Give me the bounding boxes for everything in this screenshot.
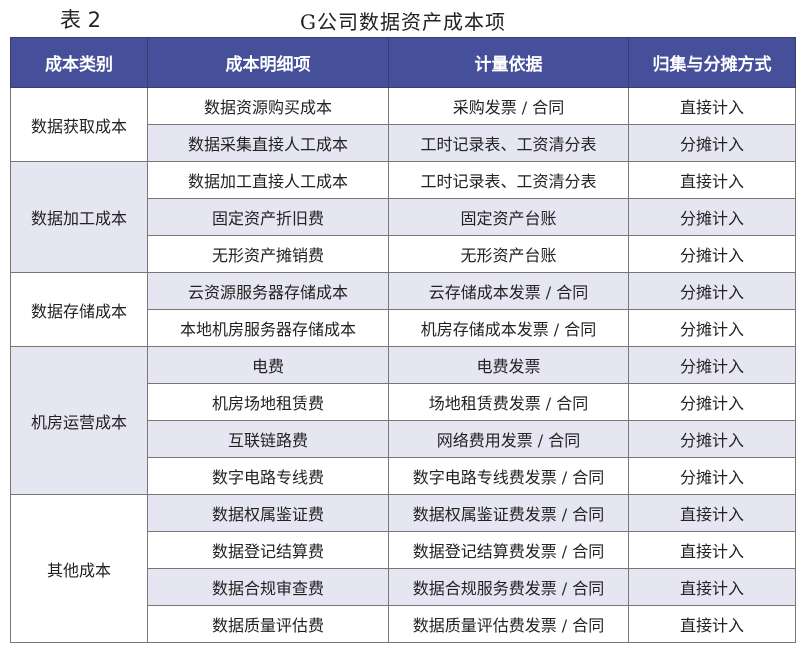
detail-cell: 数据质量评估费 <box>147 605 389 643</box>
table-title: G公司数据资产成本项 <box>300 10 506 34</box>
table-row: 其他成本 数据权属鉴证费 数据权属鉴证费发票 / 合同 直接计入 <box>10 494 796 643</box>
method-cell: 分摊计入 <box>628 309 796 347</box>
header-method: 归集与分摊方式 <box>628 37 796 88</box>
detail-cell: 云资源服务器存储成本 <box>147 272 389 310</box>
header-basis: 计量依据 <box>388 37 629 88</box>
detail-cell: 数据合规审查费 <box>147 568 389 606</box>
table-row: 本地机房服务器存储成本 机房存储成本发票 / 合同 分摊计入 <box>11 309 796 347</box>
basis-cell: 工时记录表、工资清分表 <box>388 124 629 162</box>
method-cell: 分摊计入 <box>628 457 796 495</box>
table-row: 互联链路费 网络费用发票 / 合同 分摊计入 <box>11 420 796 458</box>
table-row: 固定资产折旧费 固定资产台账 分摊计入 <box>11 198 796 236</box>
detail-cell: 数据加工直接人工成本 <box>147 161 389 199</box>
table-row: 数据获取成本 数据资源购买成本 采购发票 / 合同 直接计入 <box>10 87 796 162</box>
table-number: 表 2 <box>60 8 102 32</box>
basis-cell: 数据权属鉴证费发票 / 合同 <box>388 494 629 532</box>
method-cell: 分摊计入 <box>628 272 796 310</box>
detail-cell: 机房场地租赁费 <box>147 383 389 421</box>
detail-cell: 本地机房服务器存储成本 <box>147 309 389 347</box>
table-row: 数据登记结算费 数据登记结算费发票 / 合同 直接计入 <box>11 531 796 569</box>
basis-cell: 数据质量评估费发票 / 合同 <box>388 605 629 643</box>
table-row: 机房运营成本 电费 电费发票 分摊计入 <box>10 346 796 495</box>
method-cell: 直接计入 <box>628 605 796 643</box>
detail-cell: 固定资产折旧费 <box>147 198 389 236</box>
table-row: 机房场地租赁费 场地租赁费发票 / 合同 分摊计入 <box>11 383 796 421</box>
method-cell: 分摊计入 <box>628 198 796 236</box>
method-cell: 分摊计入 <box>628 124 796 162</box>
cost-table: 成本类别 成本明细项 计量依据 归集与分摊方式 数据获取成本 数据资源购买成本 采购… <box>10 37 796 643</box>
header-category: 成本类别 <box>10 37 148 88</box>
category-cell: 数据存储成本 <box>10 272 148 347</box>
basis-cell: 电费发票 <box>388 346 629 384</box>
basis-cell: 采购发票 / 合同 <box>388 87 629 125</box>
basis-cell: 场地租赁费发票 / 合同 <box>388 383 629 421</box>
method-cell: 直接计入 <box>628 531 796 569</box>
detail-cell: 无形资产摊销费 <box>147 235 389 273</box>
category-cell: 数据获取成本 <box>10 87 148 162</box>
method-cell: 分摊计入 <box>628 383 796 421</box>
basis-cell: 工时记录表、工资清分表 <box>388 161 629 199</box>
basis-cell: 无形资产台账 <box>388 235 629 273</box>
table-row: 数据合规审查费 数据合规服务费发票 / 合同 直接计入 <box>11 568 796 606</box>
basis-cell: 数字电路专线费发票 / 合同 <box>388 457 629 495</box>
basis-cell: 网络费用发票 / 合同 <box>388 420 629 458</box>
detail-cell: 数字电路专线费 <box>147 457 389 495</box>
table-row: 无形资产摊销费 无形资产台账 分摊计入 <box>11 235 796 273</box>
method-cell: 直接计入 <box>628 87 796 125</box>
method-cell: 分摊计入 <box>628 420 796 458</box>
detail-cell: 数据资源购买成本 <box>147 87 389 125</box>
header-detail: 成本明细项 <box>147 37 389 88</box>
table-row: 数据存储成本 云资源服务器存储成本 云存储成本发票 / 合同 分摊计入 <box>10 272 796 347</box>
method-cell: 分摊计入 <box>628 346 796 384</box>
table-row: 数据采集直接人工成本 工时记录表、工资清分表 分摊计入 <box>11 124 796 162</box>
detail-cell: 电费 <box>147 346 389 384</box>
table-row: 数据质量评估费 数据质量评估费发票 / 合同 直接计入 <box>11 605 796 643</box>
detail-cell: 数据登记结算费 <box>147 531 389 569</box>
method-cell: 分摊计入 <box>628 235 796 273</box>
basis-cell: 数据合规服务费发票 / 合同 <box>388 568 629 606</box>
basis-cell: 数据登记结算费发票 / 合同 <box>388 531 629 569</box>
header-row: 成本类别 成本明细项 计量依据 归集与分摊方式 <box>10 37 796 88</box>
detail-cell: 数据权属鉴证费 <box>147 494 389 532</box>
category-cell: 机房运营成本 <box>10 346 148 495</box>
table-row: 数据加工成本 数据加工直接人工成本 工时记录表、工资清分表 直接计入 <box>10 161 796 273</box>
category-cell: 数据加工成本 <box>10 161 148 273</box>
detail-cell: 数据采集直接人工成本 <box>147 124 389 162</box>
method-cell: 直接计入 <box>628 161 796 199</box>
detail-cell: 互联链路费 <box>147 420 389 458</box>
category-cell: 其他成本 <box>10 494 148 643</box>
basis-cell: 云存储成本发票 / 合同 <box>388 272 629 310</box>
method-cell: 直接计入 <box>628 568 796 606</box>
basis-cell: 固定资产台账 <box>388 198 629 236</box>
method-cell: 直接计入 <box>628 494 796 532</box>
basis-cell: 机房存储成本发票 / 合同 <box>388 309 629 347</box>
